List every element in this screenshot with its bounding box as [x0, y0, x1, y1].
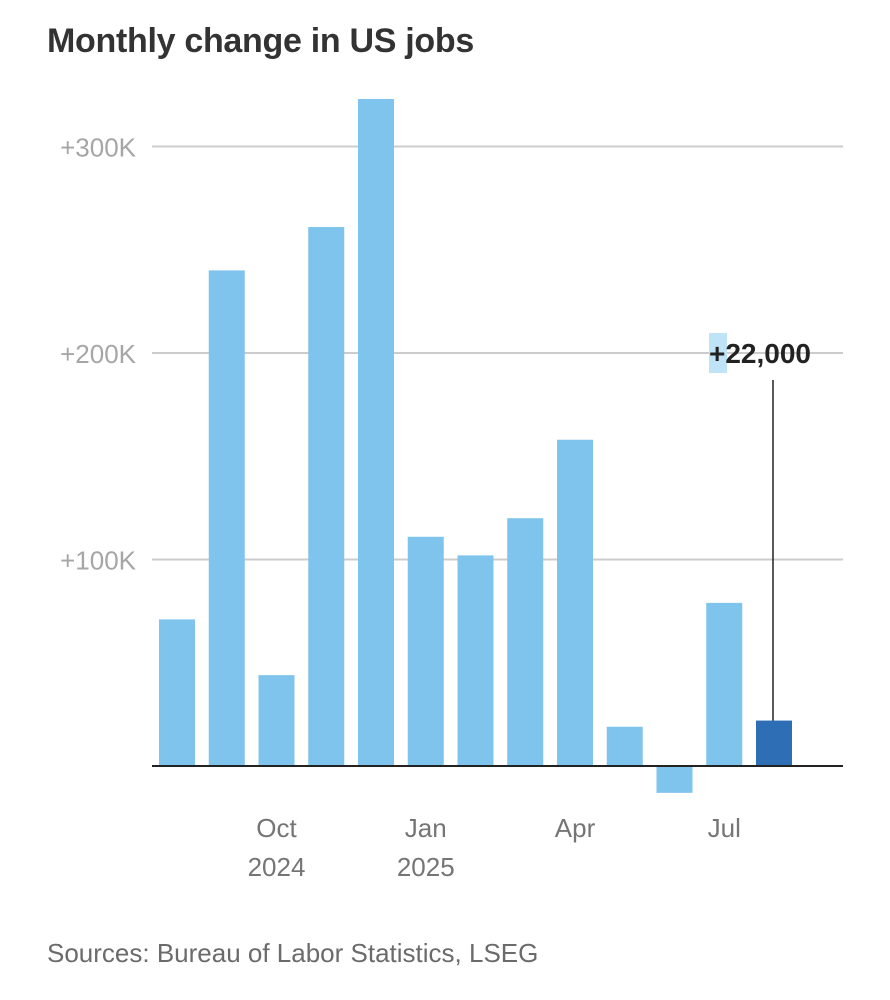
bar [258, 675, 295, 766]
x-tick-year: 2024 [248, 852, 306, 882]
highlight-bar [756, 720, 792, 766]
y-tick-label: +300K [60, 133, 137, 163]
bar [308, 227, 345, 766]
x-tick-month: Apr [555, 813, 596, 843]
bar [407, 536, 444, 766]
x-tick-month: Oct [256, 813, 297, 843]
bar [656, 766, 693, 793]
bar [557, 439, 593, 766]
bar [457, 555, 494, 766]
bar [358, 99, 394, 766]
y-tick-label: +200K [60, 339, 137, 369]
bar [606, 726, 643, 766]
x-tick-month: Jan [405, 813, 447, 843]
bar [208, 270, 245, 766]
bar-chart: +100K +200K +300K Oct 2024 Jan 2025 Apr Jul +22,0… [60, 99, 843, 882]
annotation-label-background [709, 333, 727, 373]
x-tick-year: 2025 [397, 852, 455, 882]
x-tick-month: Jul [708, 813, 741, 843]
bar [159, 619, 195, 766]
y-tick-label: +100K [60, 546, 137, 576]
chart-title: Monthly change in US jobs [47, 22, 474, 60]
bar [507, 518, 544, 766]
annotation-label: +22,000 [709, 338, 811, 369]
bar [706, 602, 743, 766]
source-note: Sources: Bureau of Labor Statistics, LSE… [47, 938, 539, 968]
